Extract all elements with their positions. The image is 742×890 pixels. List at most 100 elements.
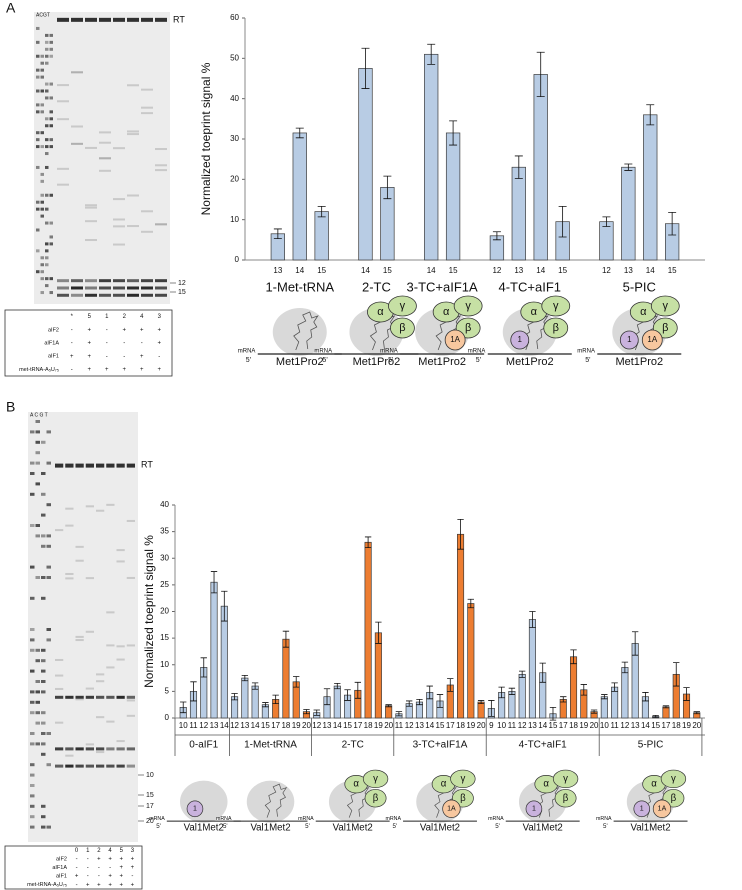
- y-tick-label: 40: [160, 500, 169, 509]
- ladder-band: [46, 503, 51, 507]
- x-tick-label: 20: [590, 721, 599, 730]
- ladder-band: [36, 26, 40, 30]
- gel-marker: 15: [146, 792, 154, 799]
- toeprint-band: [116, 764, 125, 768]
- toeprint-band: [85, 293, 97, 297]
- error-bar: [498, 686, 505, 699]
- bar: [621, 667, 629, 719]
- ladder-band: [46, 576, 51, 579]
- condition-mark: +: [108, 882, 112, 888]
- condition-mark: +: [131, 856, 135, 862]
- x-tick-label: 20: [384, 721, 393, 730]
- five-prime: 5': [223, 823, 228, 830]
- x-tick-label: 12: [230, 721, 239, 730]
- rt-band: [65, 463, 74, 468]
- ladder-band: [45, 249, 49, 253]
- mrna-name: Val1Met2: [184, 823, 224, 834]
- mrna-label: mRNA: [149, 816, 165, 822]
- faint-band: [113, 198, 125, 201]
- x-tick-label: 10: [497, 721, 506, 730]
- x-tick-label: 15: [261, 721, 270, 730]
- ladder-band: [35, 648, 40, 652]
- x-tick-label: 19: [579, 721, 588, 730]
- condition-mark: -: [106, 341, 108, 347]
- aif1a-label: 1A: [647, 335, 657, 344]
- toeprint-band: [55, 695, 64, 699]
- mrna-name: Val1Met2: [420, 823, 460, 834]
- condition-mark: +: [119, 874, 123, 880]
- error-bar: [273, 228, 282, 240]
- toeprint-band: [75, 764, 84, 768]
- toeprint-band: [127, 286, 139, 290]
- aif1-label: 1: [518, 335, 523, 344]
- faint-band: [155, 223, 167, 226]
- x-tick-label: 14: [333, 721, 342, 730]
- toeprint-band: [113, 279, 125, 283]
- tc-label: β: [553, 322, 559, 334]
- faint-band: [65, 507, 74, 510]
- condition-mark: -: [76, 865, 78, 871]
- y-tick-label: 10: [230, 215, 239, 224]
- faint-band: [57, 167, 69, 170]
- y-tick-label: 30: [160, 553, 169, 562]
- error-bar: [221, 590, 228, 622]
- faint-band: [155, 148, 167, 151]
- mrna-label: mRNA: [298, 816, 314, 822]
- aif1: [633, 800, 651, 818]
- condition-mark: +: [70, 354, 74, 360]
- error-bar: [621, 661, 629, 674]
- aif1a: [652, 799, 672, 818]
- toeprint-band: [155, 279, 167, 283]
- mrna-name: Met1Pro2: [418, 356, 466, 368]
- lane-label: 2: [97, 848, 101, 854]
- error-bar: [416, 698, 423, 706]
- toeprint-band: [85, 695, 94, 699]
- x-tick-label: 15: [549, 721, 558, 730]
- bar: [569, 656, 578, 719]
- ladder-band: [45, 165, 49, 169]
- ladder-band: [35, 659, 40, 663]
- error-bar: [354, 681, 362, 699]
- bar: [662, 706, 670, 719]
- bar: [358, 68, 373, 261]
- x-tick-label: 12: [602, 266, 611, 275]
- y-tick-label: 5: [165, 686, 170, 695]
- toeprint-band: [85, 279, 97, 283]
- bar: [518, 673, 526, 719]
- bar: [385, 705, 393, 719]
- condition-mark: -: [98, 865, 100, 871]
- toeprint-band: [55, 764, 64, 768]
- x-tick-label: 14: [646, 266, 655, 275]
- x-tick-label: 11: [189, 721, 198, 730]
- mrna-name: Met1Pro2: [615, 356, 663, 368]
- toeprint-band: [85, 286, 97, 290]
- condition-mark: +: [86, 882, 90, 888]
- x-tick-label: 13: [240, 721, 249, 730]
- x-tick-label: 20: [477, 721, 486, 730]
- error-bar: [631, 631, 639, 656]
- error-bar: [334, 682, 341, 690]
- x-tick-label: 17: [559, 721, 568, 730]
- ladder-band: [45, 54, 49, 58]
- error-bar: [536, 51, 545, 98]
- mrna-label: mRNA: [314, 349, 332, 355]
- faint-band: [65, 572, 74, 575]
- ladder-band: [35, 742, 40, 746]
- faint-band: [116, 740, 125, 743]
- ladder-band: [41, 440, 46, 444]
- ladder-band: [30, 638, 35, 642]
- aif1a-label: 1A: [447, 806, 456, 813]
- ladder-band: [40, 145, 44, 149]
- tc-label: γ: [465, 300, 471, 312]
- error-bar: [642, 692, 649, 702]
- ladder-band: [35, 461, 40, 465]
- ladder-band: [49, 193, 53, 197]
- ladder-band: [30, 732, 35, 735]
- ladder-band: [49, 110, 53, 114]
- ladder-band: [41, 742, 46, 746]
- tc-subunit: [660, 769, 687, 789]
- error-bar: [364, 536, 372, 548]
- ladder-band: [40, 54, 44, 58]
- x-tick-label: 20: [302, 721, 311, 730]
- mrna-label: mRNA: [468, 349, 486, 355]
